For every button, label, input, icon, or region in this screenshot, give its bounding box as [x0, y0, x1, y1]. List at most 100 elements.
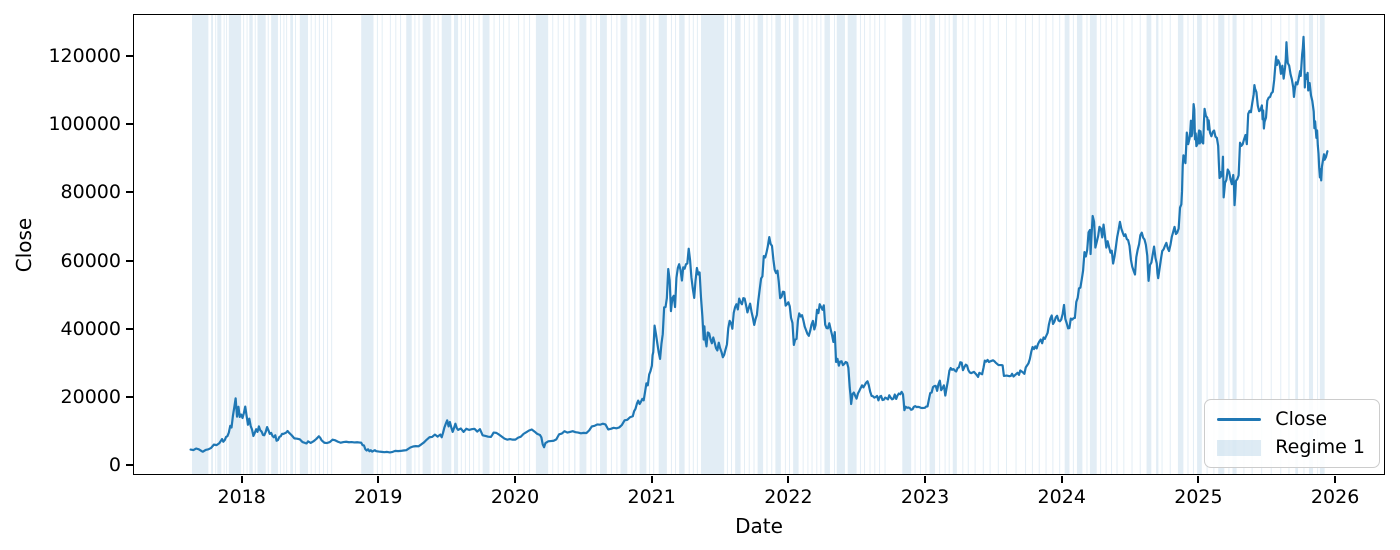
regime-band — [314, 15, 316, 474]
regime-band — [590, 15, 592, 474]
regime-band — [406, 15, 412, 474]
y-tick-label: 40000 — [60, 317, 121, 340]
regime-band — [389, 15, 391, 474]
regime-band — [1123, 15, 1125, 474]
regime-band — [952, 15, 957, 474]
regime-band — [1317, 15, 1319, 474]
regime-band — [802, 15, 804, 474]
regime-band — [1280, 15, 1282, 474]
regime-band — [595, 15, 597, 474]
regime-band — [753, 15, 755, 474]
plot-svg — [189, 15, 1329, 474]
y-tick-mark — [126, 327, 133, 330]
regime-band — [1100, 15, 1102, 474]
regime-band — [1064, 15, 1070, 474]
regime-band — [1288, 15, 1290, 474]
y-tick-label: 60000 — [60, 249, 121, 272]
regime-band — [939, 15, 941, 474]
regime-band — [322, 15, 324, 474]
regime-band — [834, 15, 836, 474]
regime-band — [437, 15, 439, 474]
regime-band — [1015, 15, 1017, 474]
regime-band — [400, 15, 402, 474]
x-tick-label: 2019 — [354, 486, 403, 508]
y-tick-label: 20000 — [60, 385, 121, 408]
regime-band — [1131, 15, 1133, 474]
regime-band — [731, 15, 732, 474]
x-tick-label: 2021 — [627, 486, 676, 508]
regime-band — [784, 15, 786, 474]
regime-band — [454, 15, 459, 474]
regime-band — [1251, 15, 1253, 474]
x-axis-label: Date — [735, 514, 783, 538]
y-tick-mark — [126, 191, 133, 194]
regime-band — [631, 15, 633, 474]
regime-band — [989, 15, 991, 474]
legend-label-close: Close — [1275, 408, 1328, 430]
regime-band — [920, 15, 921, 474]
regime-band — [864, 15, 866, 474]
regime-band — [254, 15, 256, 474]
regime-band — [1232, 15, 1237, 474]
regime-band — [478, 15, 480, 474]
regime-band — [215, 15, 217, 474]
regime-band — [1228, 15, 1230, 474]
regime-band — [962, 15, 964, 474]
regime-band — [211, 15, 214, 474]
regime-band — [1213, 15, 1215, 474]
x-tick-mark — [924, 476, 927, 483]
regime-band — [1243, 15, 1245, 474]
regime-band — [433, 15, 435, 474]
regime-band — [249, 15, 253, 474]
regime-band — [874, 15, 876, 474]
regime-band — [914, 15, 916, 474]
x-tick-mark — [514, 476, 517, 483]
regime-band — [1146, 15, 1152, 474]
regime-band — [639, 15, 647, 474]
regime-band — [473, 15, 475, 474]
regime-band — [422, 15, 431, 474]
regime-band — [997, 15, 999, 474]
regime-band — [1089, 15, 1097, 474]
y-tick-label: 120000 — [48, 45, 121, 68]
regime-band — [884, 15, 886, 474]
regime-band — [967, 15, 969, 474]
regime-band — [228, 15, 242, 474]
regime-band — [1031, 15, 1033, 474]
regime-band — [290, 15, 293, 474]
regime-band — [807, 15, 809, 474]
regime-band — [579, 15, 587, 474]
regime-band — [310, 15, 312, 474]
y-axis-label: Close — [12, 217, 36, 273]
regime-band — [1308, 15, 1314, 474]
regime-band — [735, 15, 741, 474]
x-tick-label: 2023 — [900, 486, 950, 508]
regime-band — [1052, 15, 1054, 474]
regime-band — [820, 15, 822, 474]
regime-band — [1192, 15, 1194, 474]
regime-band — [1319, 15, 1325, 474]
regime-band — [600, 15, 607, 474]
regime-band — [757, 15, 764, 474]
regime-band — [552, 15, 554, 474]
regime-band — [670, 15, 672, 474]
regime-band — [1139, 15, 1141, 474]
regime-band — [701, 15, 725, 474]
x-tick-mark — [787, 476, 790, 483]
y-tick-mark — [126, 395, 133, 398]
regime-band — [811, 15, 813, 474]
regime-band — [518, 15, 520, 474]
regime-band — [696, 15, 698, 474]
x-tick-mark — [1334, 476, 1337, 483]
legend-entry-close: Close — [1217, 410, 1365, 429]
regime-band — [869, 15, 871, 474]
regime-band — [318, 15, 320, 474]
regime-band — [327, 15, 329, 474]
regime-band — [557, 15, 559, 474]
regime-band — [1295, 15, 1299, 474]
regime-band — [948, 15, 950, 474]
x-tick-mark — [1060, 476, 1063, 483]
regime-band — [414, 15, 416, 474]
y-tick-label: 100000 — [48, 113, 121, 136]
regime-band — [1177, 15, 1184, 474]
